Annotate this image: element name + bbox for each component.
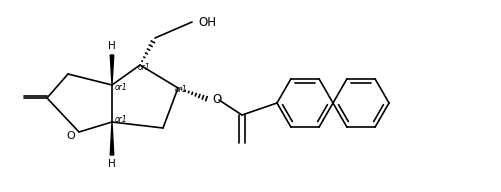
Text: OH: OH (197, 16, 215, 28)
Text: H: H (108, 41, 116, 51)
Text: or1: or1 (175, 85, 187, 94)
Text: or1: or1 (138, 64, 150, 73)
Text: H: H (108, 159, 116, 169)
Text: O: O (66, 131, 75, 141)
Polygon shape (110, 55, 114, 85)
Text: or1: or1 (115, 116, 127, 124)
Text: O: O (211, 94, 221, 107)
Text: or1: or1 (115, 84, 127, 93)
Polygon shape (110, 122, 114, 155)
